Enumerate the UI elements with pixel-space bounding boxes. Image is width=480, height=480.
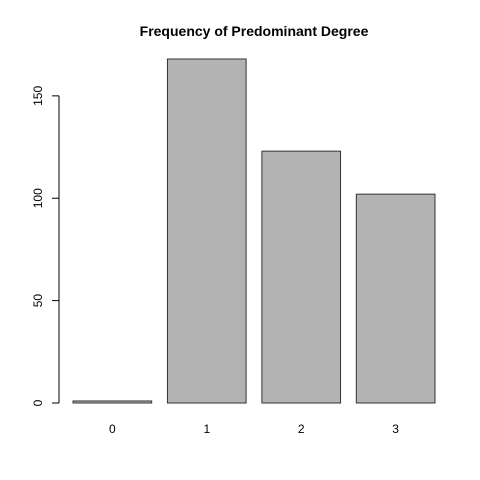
x-tick-label: 0 [109,422,116,436]
y-tick-label: 150 [31,86,45,106]
x-tick-label: 3 [392,422,399,436]
y-tick-label: 0 [31,399,45,406]
x-tick-label: 2 [298,422,305,436]
x-tick-label: 1 [203,422,210,436]
chart-title: Frequency of Predominant Degree [140,23,369,39]
bar-2 [261,150,342,404]
y-tick-label: 100 [31,188,45,208]
bar-3 [355,193,436,404]
bars-group [72,58,436,404]
y-axis: 0 50 100 150 [31,86,60,406]
bar-1 [166,58,247,404]
x-tick-labels: 0 1 2 3 [109,422,399,436]
y-tick-label: 50 [31,294,45,308]
bar-0 [72,400,153,404]
